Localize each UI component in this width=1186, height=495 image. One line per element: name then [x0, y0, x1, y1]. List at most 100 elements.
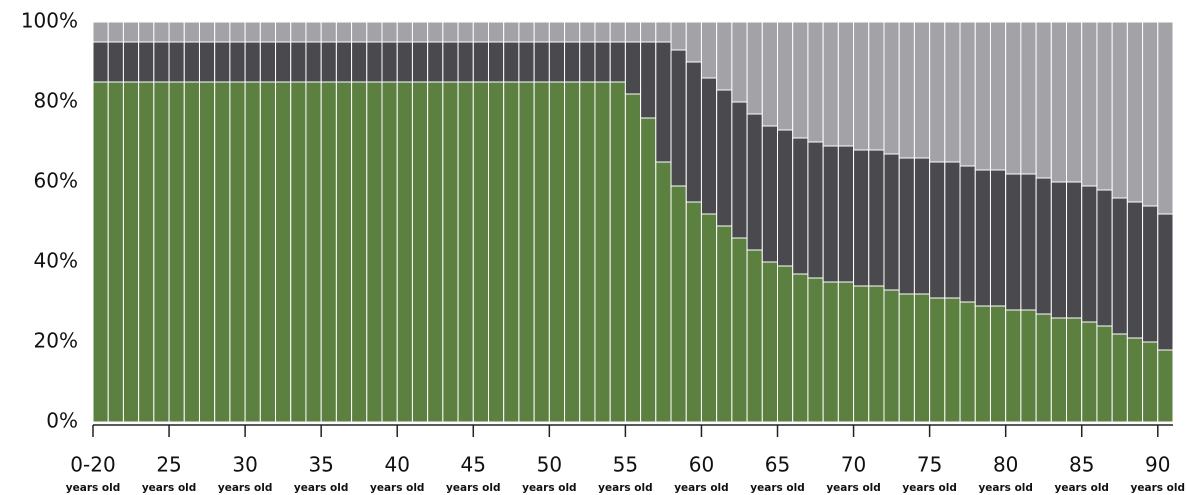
bar-segment — [487, 41, 505, 83]
x-tick-label: 50 — [537, 453, 562, 477]
x-tick-unit: years old — [522, 482, 576, 494]
bar-segment — [1066, 317, 1083, 423]
bar-segment — [929, 161, 946, 299]
bar-segment — [564, 81, 581, 423]
bar-segment — [153, 21, 170, 43]
bar-segment — [883, 153, 900, 291]
bar-segment — [1111, 197, 1128, 335]
bar-segment — [1157, 213, 1174, 351]
bar-segment — [1157, 21, 1174, 215]
bar-segment — [396, 41, 413, 83]
x-tick-label: 85 — [1069, 453, 1094, 477]
bar-segment — [807, 277, 824, 423]
bar-segment — [472, 81, 489, 423]
bar-segment — [655, 21, 672, 43]
bar-segment — [837, 145, 855, 283]
y-tick-label: 40% — [34, 249, 78, 273]
bar-segment — [351, 41, 368, 83]
bar-segment — [1066, 21, 1083, 183]
bar-segment — [107, 81, 124, 423]
x-tick-unit: years old — [294, 482, 348, 494]
x-tick-unit: years old — [902, 482, 956, 494]
bar-segment — [335, 41, 353, 83]
bar-segment — [853, 21, 870, 151]
bar-segment — [640, 41, 657, 119]
bar-segment — [168, 81, 185, 423]
bar-segment — [655, 161, 672, 423]
x-tick-label: 60 — [689, 453, 714, 477]
bar-segment — [944, 297, 961, 423]
bar-segment — [198, 41, 216, 83]
bar-segment — [883, 289, 900, 423]
bar-segment — [1142, 21, 1159, 207]
bar-segment — [259, 21, 277, 43]
bar-segment — [685, 21, 702, 63]
bar-segment — [503, 81, 520, 423]
bar-segment — [974, 21, 991, 171]
bar-segment — [579, 41, 596, 83]
x-tick-label: 90 — [1145, 453, 1170, 477]
bar-segment — [989, 169, 1007, 307]
bar-segment — [1035, 313, 1052, 423]
bar-segment — [700, 21, 718, 79]
bar-segment — [411, 41, 429, 83]
bar-segment — [670, 21, 687, 51]
bar-segment — [503, 21, 520, 43]
bar-segment — [792, 21, 809, 139]
bar-segment — [1142, 341, 1159, 423]
bar-segment — [457, 81, 474, 423]
bar-segment — [411, 21, 429, 43]
bar-segment — [320, 21, 337, 43]
x-tick-unit: years old — [218, 482, 272, 494]
bar-segment — [548, 41, 566, 83]
bar-segment — [183, 81, 200, 423]
bar-segment — [959, 21, 976, 167]
bar-segment — [229, 81, 246, 423]
bar-segment — [640, 117, 657, 423]
y-tick-label: 60% — [34, 169, 78, 193]
bar-segment — [655, 41, 672, 163]
bar-segment — [1020, 21, 1037, 175]
bar-segment — [122, 41, 140, 83]
bar-segment — [472, 41, 489, 83]
bar-segment — [807, 141, 824, 279]
x-tick-unit: years old — [370, 482, 424, 494]
bar-segment — [381, 81, 398, 423]
bar-segment — [198, 21, 216, 43]
bar-segment — [351, 81, 368, 423]
bar-segment — [700, 77, 718, 215]
x-tick-unit: years old — [66, 482, 120, 494]
bar-segment — [1081, 185, 1098, 323]
bar-segment — [564, 41, 581, 83]
bar-segment — [442, 81, 459, 423]
bar-segment — [731, 21, 748, 103]
bar-segment — [92, 41, 109, 83]
bar-segment — [518, 21, 535, 43]
bar-segment — [457, 21, 474, 43]
bar-segment — [959, 301, 976, 423]
bar-segment — [305, 81, 322, 423]
x-tick-label: 70 — [841, 453, 866, 477]
bar-segment — [853, 285, 870, 423]
x-tick-label: 25 — [156, 453, 181, 477]
x-tick-unit: years old — [674, 482, 728, 494]
bar-segment — [1111, 333, 1128, 423]
bar-segment — [609, 41, 626, 83]
bar-segment — [868, 149, 885, 287]
bar-segment — [974, 305, 991, 423]
bar-segment — [366, 41, 383, 83]
bar-segment — [609, 21, 626, 43]
bar-segment — [153, 81, 170, 423]
bar-segment — [335, 21, 353, 43]
bar-segment — [1005, 21, 1022, 175]
bar-segment — [731, 101, 748, 239]
bar-segment — [716, 225, 733, 423]
bar-segment — [244, 81, 261, 423]
bar-segment — [1142, 205, 1159, 343]
bar-segment — [913, 293, 931, 423]
bar-segment — [898, 21, 915, 159]
bar-segment — [761, 125, 779, 263]
bar-segment — [731, 237, 748, 423]
bar-segment — [122, 81, 140, 423]
